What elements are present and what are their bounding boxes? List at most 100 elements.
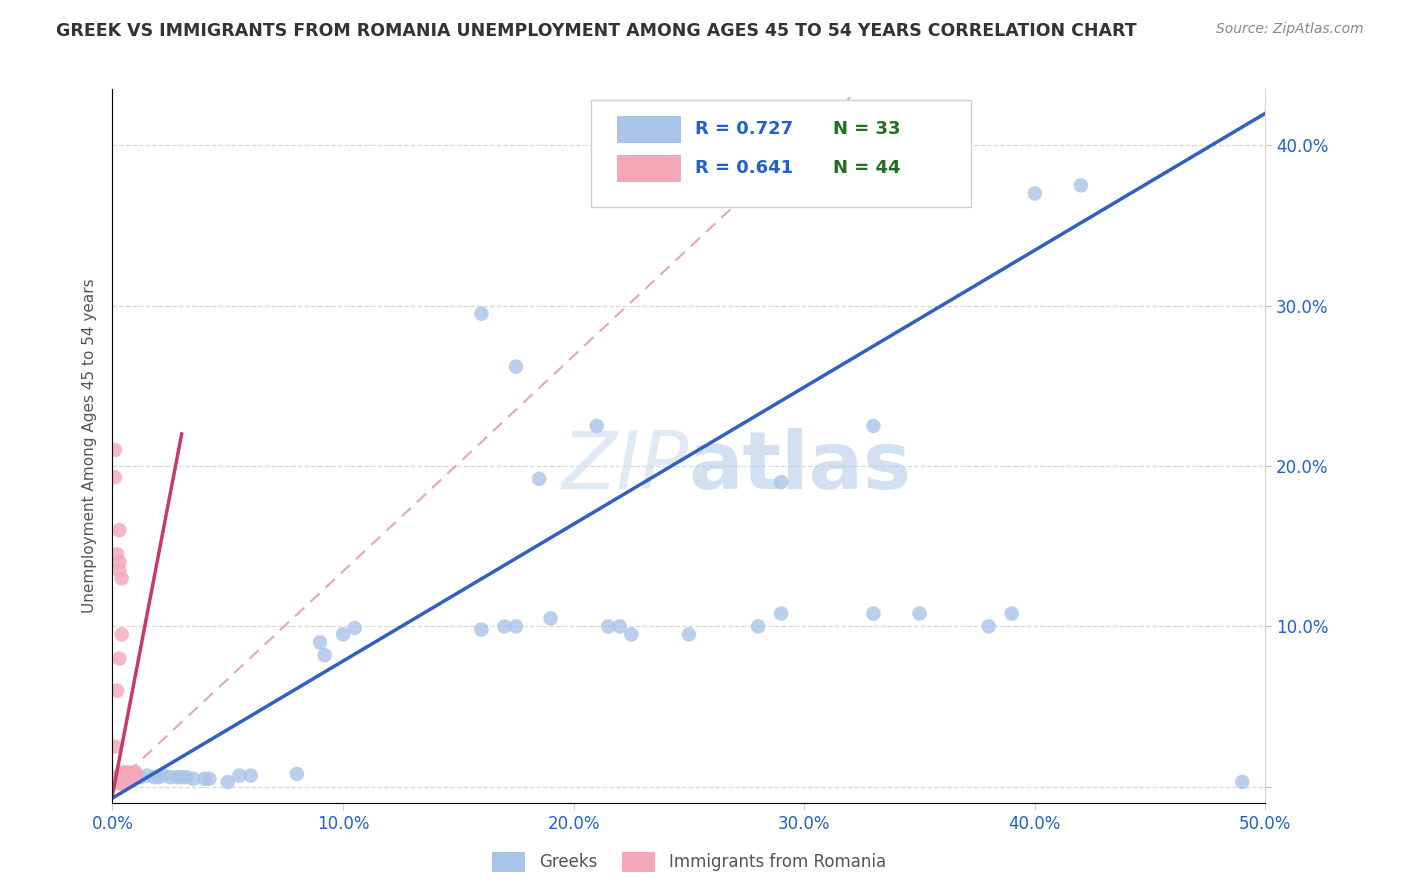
Point: [108, 563, 131, 577]
Point: [117, 773, 139, 788]
Point: [678, 627, 700, 641]
Legend: Greeks, Immigrants from Romania: Greeks, Immigrants from Romania: [486, 847, 891, 877]
Point: [136, 768, 159, 782]
Point: [217, 775, 239, 789]
Point: [239, 768, 262, 782]
Point: [309, 635, 332, 649]
Point: [120, 768, 142, 782]
Point: [770, 475, 793, 489]
Point: [124, 765, 146, 780]
Point: [124, 767, 146, 781]
Point: [111, 775, 134, 789]
Text: Source: ZipAtlas.com: Source: ZipAtlas.com: [1216, 22, 1364, 37]
Point: [115, 767, 138, 781]
Point: [174, 770, 197, 784]
Point: [505, 359, 527, 374]
Point: [620, 627, 643, 641]
Point: [862, 607, 884, 621]
Point: [585, 419, 607, 434]
Point: [112, 765, 135, 780]
Point: [111, 767, 134, 781]
Point: [111, 772, 134, 786]
Point: [111, 768, 134, 782]
Point: [108, 772, 131, 786]
Point: [104, 470, 127, 484]
Point: [598, 619, 620, 633]
Point: [1232, 775, 1254, 789]
Point: [112, 772, 135, 786]
Point: [112, 768, 135, 782]
Point: [166, 770, 188, 784]
Point: [148, 770, 170, 784]
Point: [104, 775, 127, 789]
Point: [115, 772, 138, 786]
Point: [124, 768, 146, 782]
Point: [129, 770, 152, 784]
Point: [108, 776, 131, 790]
Point: [108, 651, 131, 665]
Point: [108, 770, 131, 784]
Point: [117, 768, 139, 782]
Point: [115, 775, 138, 789]
Point: [332, 627, 354, 641]
Point: [343, 621, 366, 635]
Point: [105, 772, 128, 786]
Point: [104, 773, 127, 788]
Text: R = 0.641: R = 0.641: [695, 159, 793, 177]
Point: [839, 170, 862, 185]
FancyBboxPatch shape: [617, 116, 681, 143]
Point: [120, 772, 142, 786]
Point: [181, 772, 204, 786]
Point: [143, 770, 166, 784]
Point: [1001, 607, 1024, 621]
Point: [285, 767, 308, 781]
Point: [540, 611, 562, 625]
Point: [862, 419, 884, 434]
Point: [977, 619, 1000, 633]
Point: [111, 627, 134, 641]
Point: [115, 768, 138, 782]
Point: [194, 772, 217, 786]
Y-axis label: Unemployment Among Ages 45 to 54 years: Unemployment Among Ages 45 to 54 years: [82, 278, 97, 614]
Text: N = 33: N = 33: [832, 120, 901, 138]
Point: [105, 773, 128, 788]
Point: [117, 767, 139, 781]
Text: ZIP: ZIP: [561, 428, 689, 507]
Point: [170, 770, 193, 784]
Point: [470, 307, 492, 321]
Point: [159, 770, 181, 784]
Point: [609, 619, 631, 633]
Point: [470, 623, 492, 637]
Point: [108, 523, 131, 537]
Point: [747, 619, 769, 633]
Point: [494, 619, 516, 633]
Point: [108, 555, 131, 569]
Text: GREEK VS IMMIGRANTS FROM ROMANIA UNEMPLOYMENT AMONG AGES 45 TO 54 YEARS CORRELAT: GREEK VS IMMIGRANTS FROM ROMANIA UNEMPLO…: [56, 22, 1137, 40]
Point: [122, 765, 145, 780]
Point: [117, 773, 139, 788]
Point: [122, 772, 145, 786]
Point: [122, 767, 145, 781]
Point: [105, 770, 128, 784]
Point: [908, 607, 931, 621]
Point: [152, 768, 174, 782]
Point: [122, 770, 145, 784]
Point: [105, 547, 128, 561]
Point: [104, 442, 127, 457]
FancyBboxPatch shape: [591, 100, 972, 207]
Point: [117, 765, 139, 780]
Point: [1024, 186, 1046, 201]
Point: [104, 739, 127, 754]
Point: [108, 772, 131, 786]
Point: [112, 767, 135, 781]
Point: [1070, 178, 1092, 193]
Point: [112, 776, 135, 790]
Point: [314, 648, 336, 663]
Point: [108, 768, 131, 782]
Text: atlas: atlas: [689, 428, 912, 507]
Point: [198, 772, 221, 786]
Point: [120, 767, 142, 781]
Text: N = 44: N = 44: [832, 159, 901, 177]
Point: [527, 472, 550, 486]
Point: [111, 772, 134, 786]
